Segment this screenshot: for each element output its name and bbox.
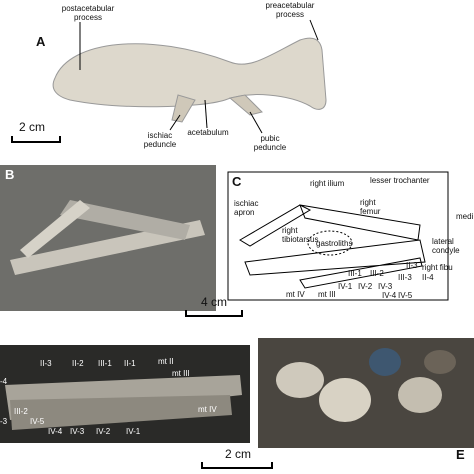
stone: [276, 362, 324, 398]
panel-d: II-3 II-2 III-1 II-1 mt II mt III mt IV …: [0, 345, 273, 469]
label: right fibu: [422, 263, 453, 272]
leaders: [79, 19, 319, 134]
stone: [319, 378, 371, 422]
stone: [398, 377, 442, 413]
label: III-2: [370, 269, 384, 278]
frame: [227, 171, 449, 301]
label: IV-2: [96, 427, 111, 436]
label: process: [276, 10, 304, 19]
label: gastroliths: [316, 239, 352, 248]
panel-e: E: [258, 338, 474, 462]
label: IV-1: [338, 282, 353, 291]
label: condyle: [432, 246, 460, 255]
panel-c: C right ilium lesser trochanter ischiac …: [185, 171, 474, 317]
ilium-bone: [52, 37, 327, 110]
label: IV-5: [398, 291, 413, 300]
label: II-3: [40, 359, 52, 368]
label: lesser trochanter: [370, 176, 430, 185]
panel-a: A postacetabular process preacetabular p…: [11, 1, 334, 152]
label: III-1: [348, 269, 362, 278]
panel-letter: E: [456, 447, 465, 462]
label: mt III: [318, 290, 336, 299]
panel-letter: B: [5, 167, 14, 182]
label: right: [282, 226, 298, 235]
drawing: [239, 204, 426, 289]
label: III-2: [14, 407, 28, 416]
panel-letter: C: [232, 174, 242, 189]
label: apron: [234, 208, 254, 217]
bone: [20, 200, 90, 258]
label: process: [74, 13, 102, 22]
label: II-2: [72, 359, 84, 368]
label: peduncle: [254, 143, 287, 152]
label: postacetabular: [62, 4, 115, 13]
label: II-3: [406, 261, 418, 270]
scale-label: 4 cm: [201, 295, 227, 309]
bones: [10, 395, 232, 430]
label: IV-3: [70, 427, 85, 436]
label: IV-2: [358, 282, 373, 291]
label: preacetabular: [266, 1, 315, 10]
label: -3: [0, 417, 8, 426]
gastroliths-outline: [307, 230, 353, 256]
peduncles: [171, 94, 263, 123]
scale-bar: [185, 310, 243, 317]
label: medi: [456, 212, 474, 221]
label: II-1: [124, 359, 136, 368]
scale-bar: [201, 462, 273, 469]
label: III-3: [398, 273, 412, 282]
label: acetabulum: [187, 128, 229, 137]
label: mt IV: [198, 405, 217, 414]
label: mt II: [158, 357, 174, 366]
label: -4: [0, 377, 8, 386]
stone: [369, 348, 401, 376]
label: pubic: [260, 134, 279, 143]
label: IV-3: [378, 282, 393, 291]
label: II-4: [422, 273, 434, 282]
label: IV-4: [48, 427, 63, 436]
scale-label: 2 cm: [19, 120, 45, 134]
label: tibiotarsus: [282, 235, 318, 244]
panel-letter: A: [36, 34, 46, 49]
label: mt III: [172, 369, 190, 378]
stone: [424, 350, 456, 374]
label: III-1: [98, 359, 112, 368]
label: right: [360, 198, 376, 207]
label: femur: [360, 207, 381, 216]
scale-label: 2 cm: [225, 447, 251, 461]
label: IV-5: [30, 417, 45, 426]
label: IV-4: [382, 291, 397, 300]
label: IV-1: [126, 427, 141, 436]
label: ischiac: [148, 131, 172, 140]
bone: [60, 200, 190, 240]
label: right ilium: [310, 179, 345, 188]
label: ischiac: [234, 199, 258, 208]
label: lateral: [432, 237, 454, 246]
panel-b: B: [0, 165, 216, 311]
label: mt IV: [286, 290, 305, 299]
label: peduncle: [144, 140, 177, 149]
scale-bar: [11, 136, 61, 143]
